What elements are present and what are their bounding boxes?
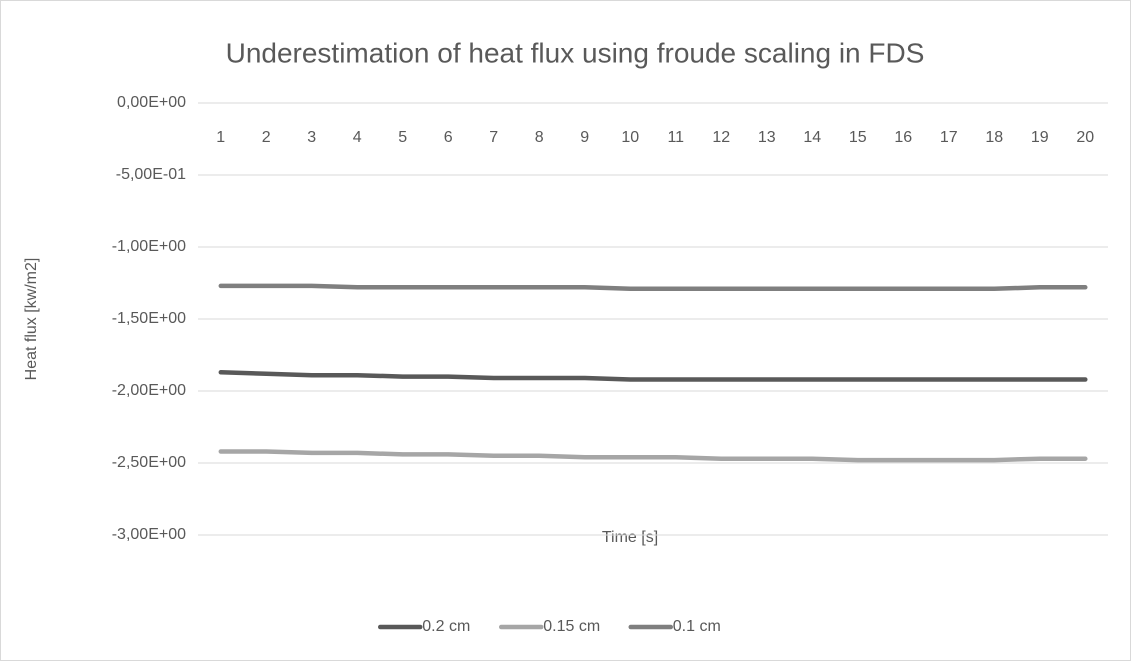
x-tick-label: 4 bbox=[353, 129, 362, 146]
series-line bbox=[218, 449, 1088, 463]
x-tick-label: 18 bbox=[985, 129, 1003, 146]
legend-label: 0.2 cm bbox=[422, 618, 470, 635]
x-tick-label: 2 bbox=[262, 129, 271, 146]
x-tick-label: 17 bbox=[940, 129, 958, 146]
x-tick-label: 13 bbox=[758, 129, 776, 146]
x-tick-label: 6 bbox=[444, 129, 453, 146]
chart-title: Underestimation of heat flux using froud… bbox=[226, 37, 925, 68]
x-tick-label: 10 bbox=[621, 129, 639, 146]
x-axis-label: Time [s] bbox=[602, 529, 658, 546]
x-tick-label: 12 bbox=[712, 129, 730, 146]
y-tick-label: -1,00E+00 bbox=[112, 238, 186, 255]
x-tick-label: 7 bbox=[489, 129, 498, 146]
y-tick-label: 0,00E+00 bbox=[117, 94, 186, 111]
x-tick-label: 5 bbox=[398, 129, 407, 146]
x-tick-label: 20 bbox=[1076, 129, 1094, 146]
x-tick-label: 14 bbox=[803, 129, 821, 146]
y-tick-label: -2,00E+00 bbox=[112, 382, 186, 399]
x-tick-label: 19 bbox=[1031, 129, 1049, 146]
series-line bbox=[218, 370, 1088, 382]
legend-label: 0.1 cm bbox=[673, 618, 721, 635]
series-line bbox=[218, 283, 1088, 292]
x-tick-label: 1 bbox=[216, 129, 225, 146]
legend-label: 0.15 cm bbox=[543, 618, 600, 635]
x-tick-label: 15 bbox=[849, 129, 867, 146]
y-tick-label: -1,50E+00 bbox=[112, 310, 186, 327]
x-tick-label: 16 bbox=[894, 129, 912, 146]
y-tick-label: -5,00E-01 bbox=[116, 166, 186, 183]
y-tick-label: -2,50E+00 bbox=[112, 454, 186, 471]
y-tick-label: -3,00E+00 bbox=[112, 526, 186, 543]
x-tick-label: 9 bbox=[580, 129, 589, 146]
x-tick-label: 8 bbox=[535, 129, 544, 146]
y-axis-label: Heat flux [kw/m2] bbox=[23, 258, 40, 381]
x-tick-label: 11 bbox=[667, 129, 684, 146]
x-tick-label: 3 bbox=[307, 129, 316, 146]
